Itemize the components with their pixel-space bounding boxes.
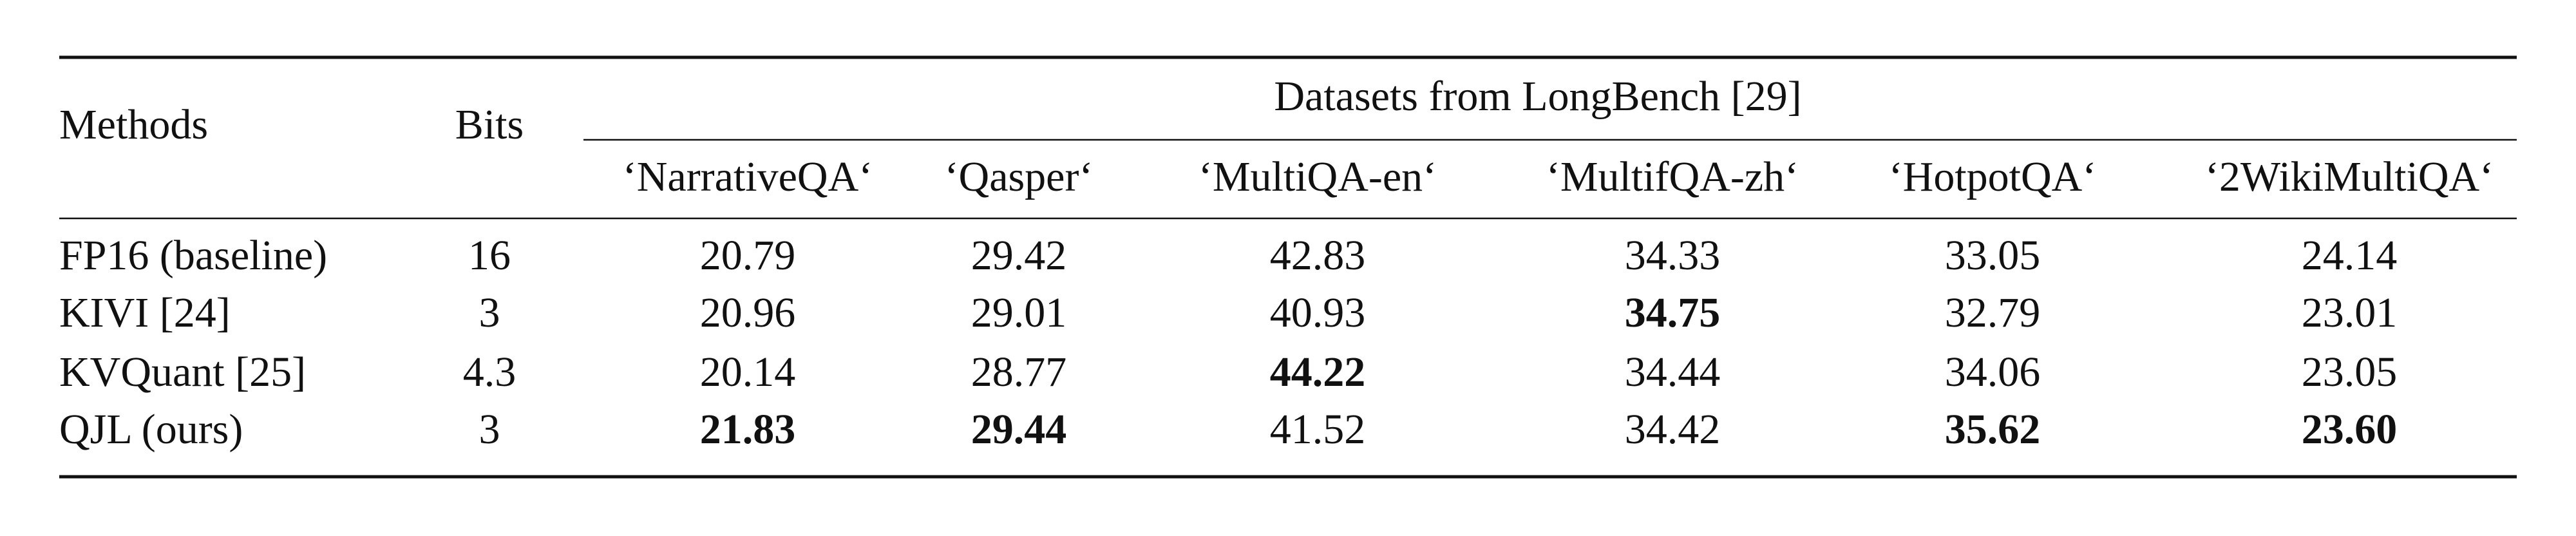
score-cell: 29.01 [971,289,1067,336]
method-cell: KVQuant [25] [59,349,306,396]
dataset-header: ‘MultifQA-zh‘ [1546,153,1799,200]
score-cell: 34.44 [1625,349,1721,396]
dataset-header: ‘HotpotQA‘ [1889,153,2097,200]
score-cell: 28.77 [971,349,1067,396]
bits-cell: 3 [479,289,500,336]
score-cell: 23.01 [2302,289,2398,336]
score-cell: 34.33 [1625,232,1721,279]
score-cell: 40.93 [1270,289,1366,336]
score-cell: 24.14 [2302,232,2398,279]
dataset-header: ‘2WikiMultiQA‘ [2205,153,2494,200]
score-cell: 34.75 [1625,289,1721,336]
score-cell: 29.44 [971,406,1067,453]
score-cell: 33.05 [1945,232,2041,279]
score-cell: 23.05 [2302,349,2398,396]
bits-cell: 4.3 [463,349,516,396]
score-cell: 29.42 [971,232,1067,279]
score-cell: 34.42 [1625,406,1721,453]
score-cell: 20.96 [700,289,796,336]
score-cell: 44.22 [1270,349,1366,396]
header-bits: Bits [455,101,524,148]
score-cell: 32.79 [1945,289,2041,336]
header-group: Datasets from LongBench [29] [1274,73,1801,120]
method-cell: QJL (ours) [59,406,243,453]
score-cell: 41.52 [1270,406,1366,453]
method-cell: KIVI [24] [59,289,231,336]
dataset-header: ‘NarrativeQA‘ [623,153,873,200]
score-cell: 35.62 [1945,406,2041,453]
score-cell: 23.60 [2302,406,2398,453]
header-methods: Methods [59,101,208,148]
score-cell: 20.14 [700,349,796,396]
bits-cell: 3 [479,406,500,453]
score-cell: 34.06 [1945,349,2041,396]
dataset-header: ‘MultiQA-en‘ [1198,153,1437,200]
dataset-header: ‘Qasper‘ [945,153,1094,200]
score-cell: 42.83 [1270,232,1366,279]
method-cell: FP16 (baseline) [59,232,327,279]
score-cell: 21.83 [700,406,796,453]
score-cell: 20.79 [700,232,796,279]
bits-cell: 16 [468,232,511,279]
